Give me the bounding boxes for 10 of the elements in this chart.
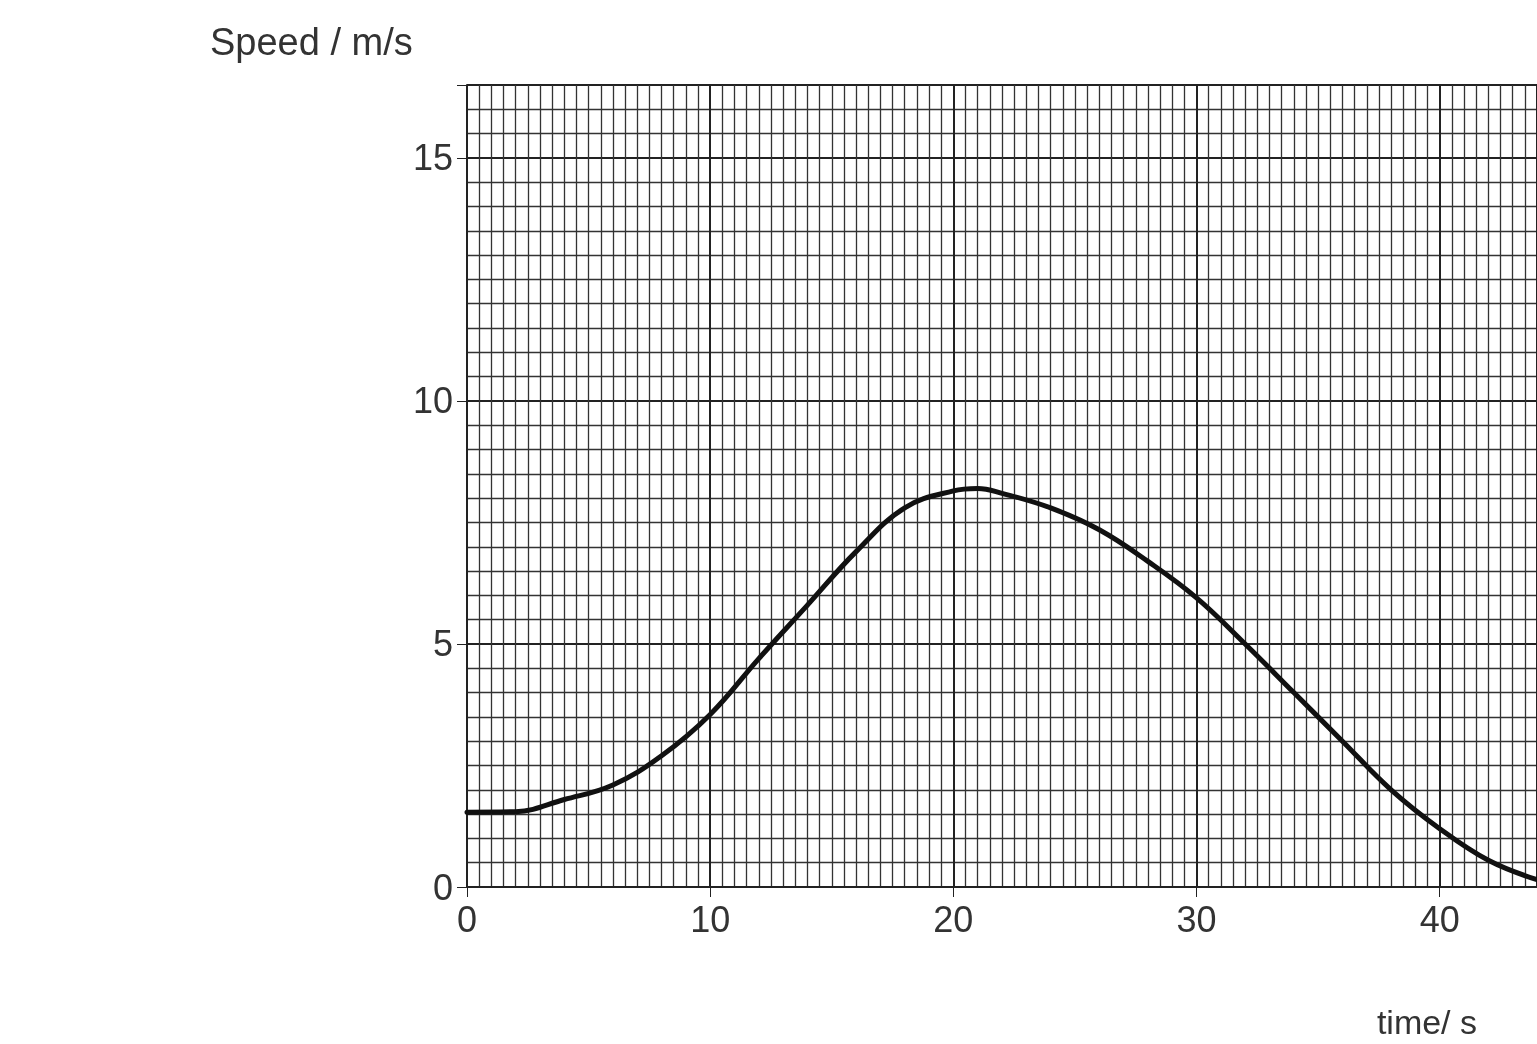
x-tick-label: 20 — [933, 898, 974, 940]
y-axis-title: Speed / m/s — [210, 21, 413, 63]
y-tick-label: 10 — [412, 380, 453, 422]
x-tick-label: 40 — [1419, 898, 1460, 940]
y-tick-label: 0 — [432, 866, 453, 908]
x-tick-label: 30 — [1176, 898, 1217, 940]
y-tick-label: 15 — [412, 137, 453, 179]
y-tick-label: 5 — [432, 623, 453, 665]
x-tick-label: 10 — [690, 898, 731, 940]
x-axis-title: time/ s — [1376, 1003, 1477, 1041]
